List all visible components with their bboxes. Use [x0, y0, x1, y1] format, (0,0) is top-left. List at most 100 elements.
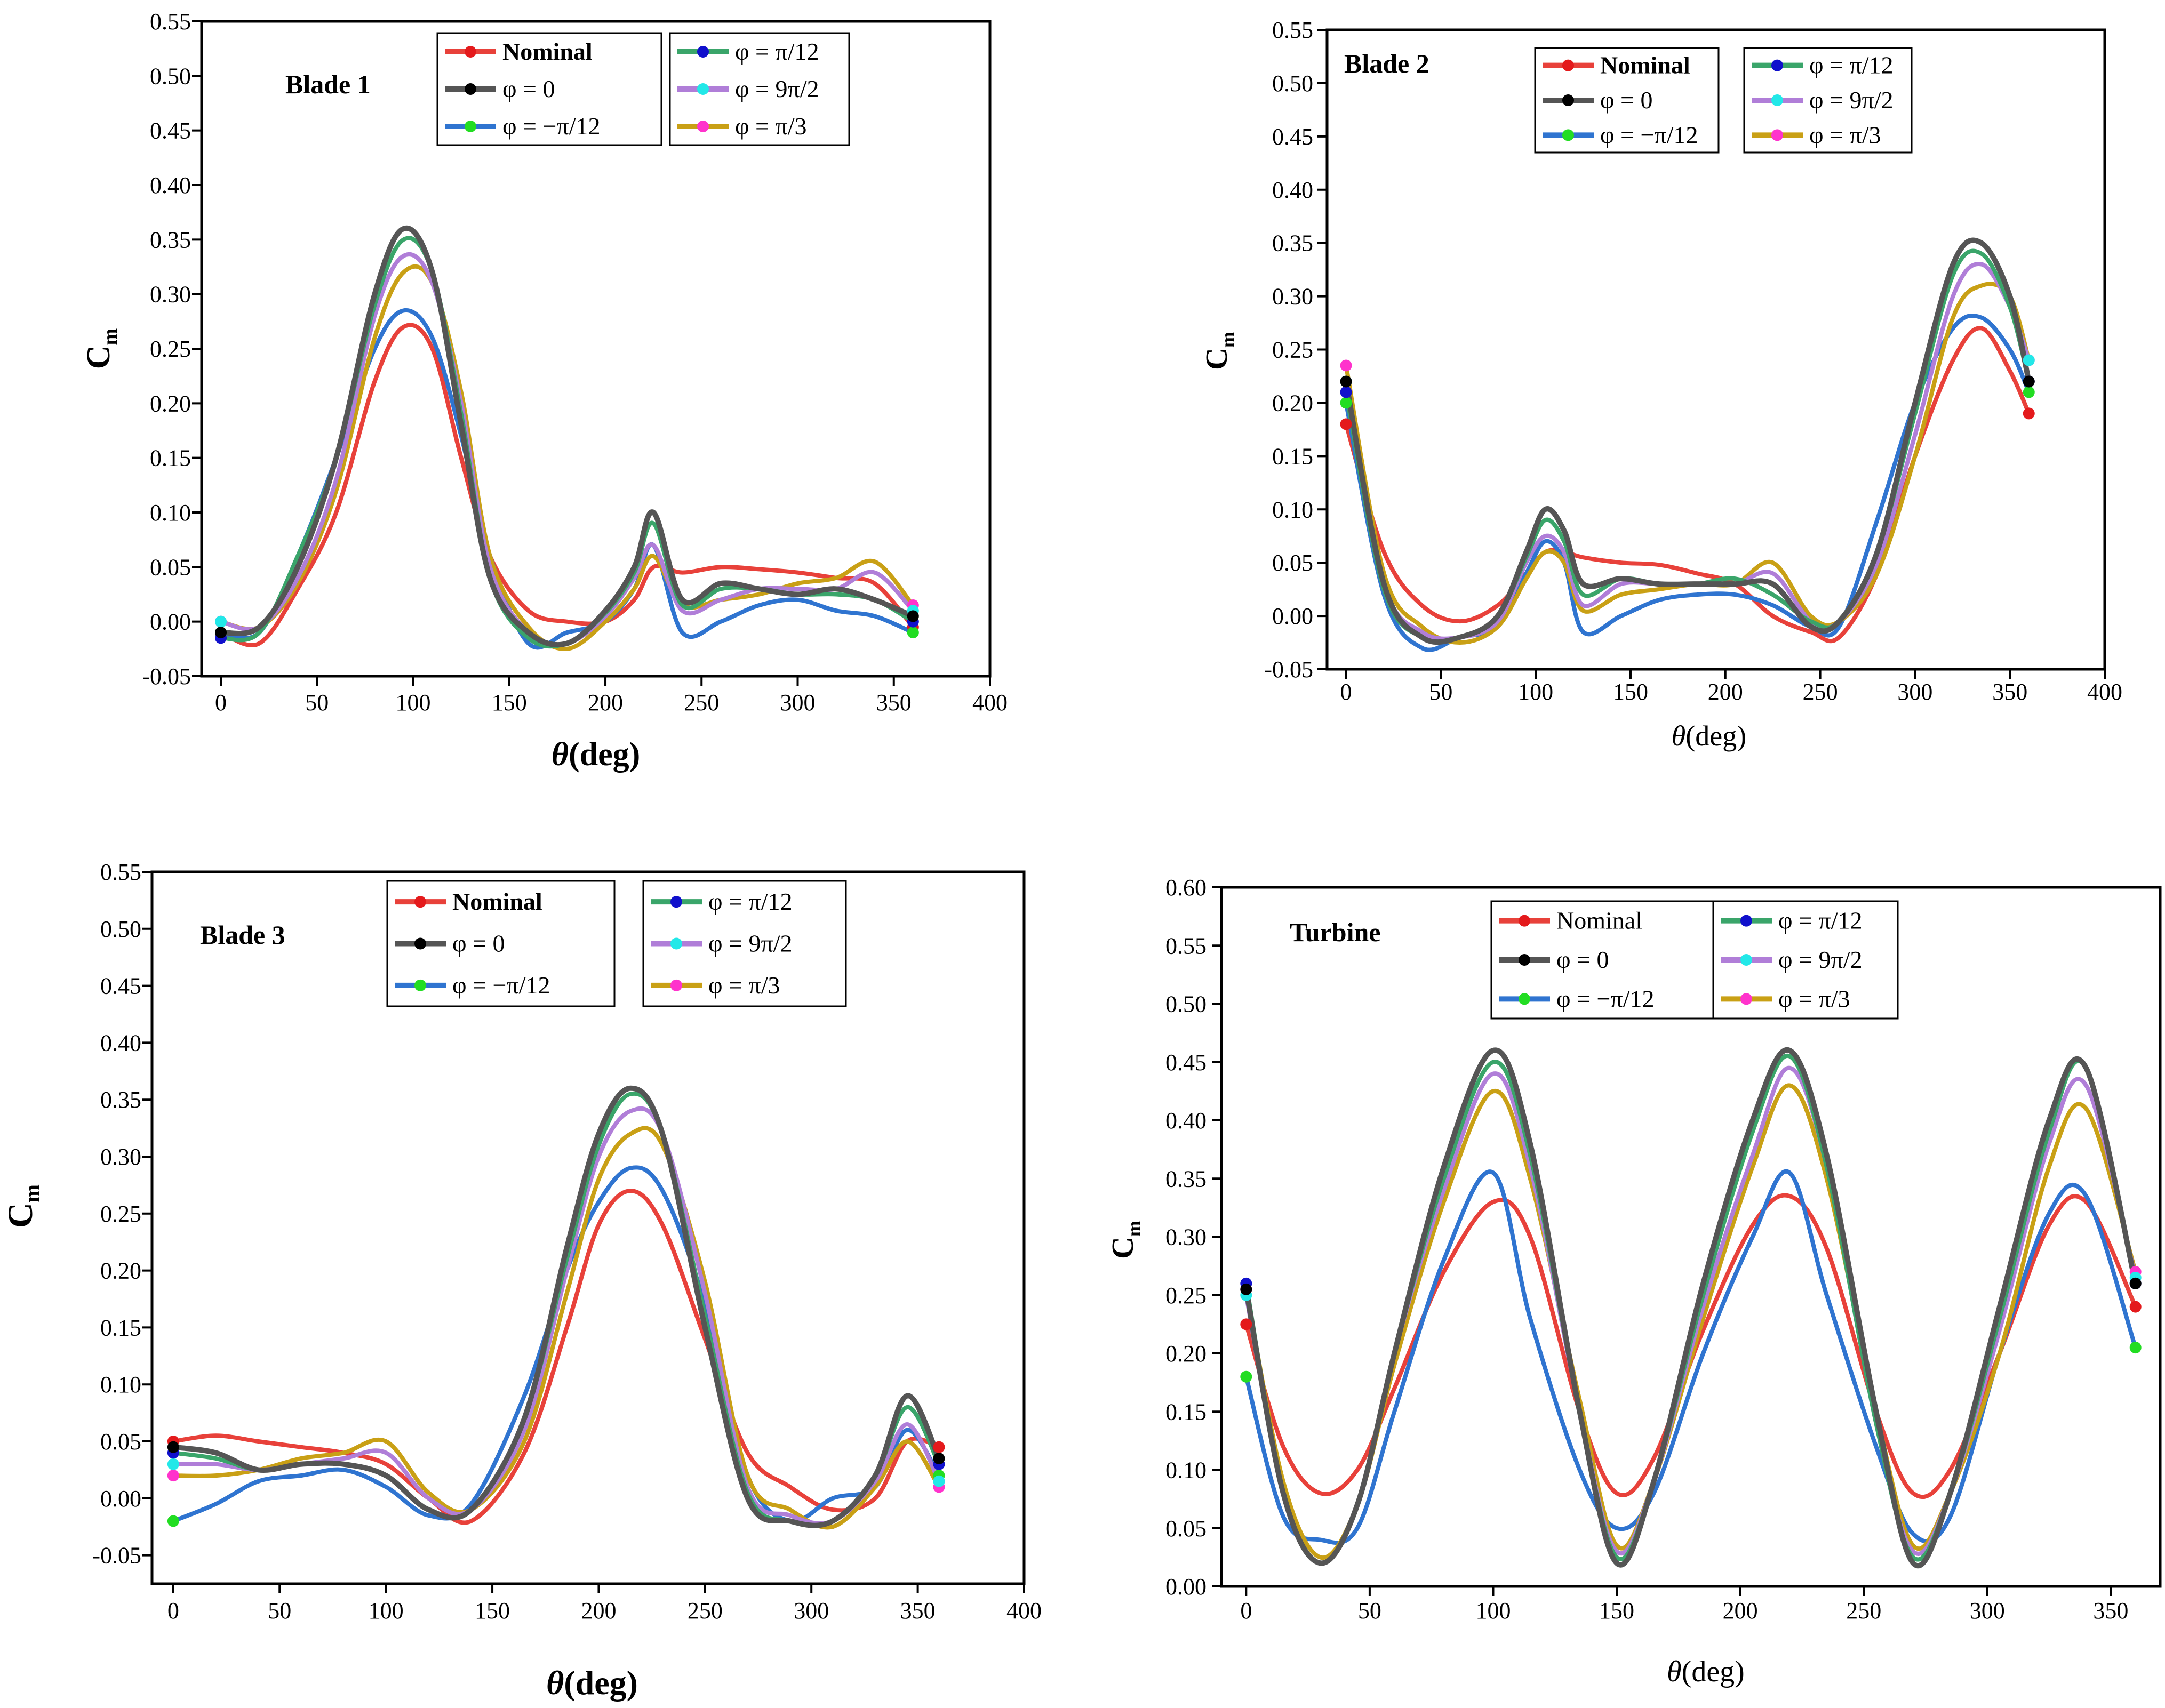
legend-label-phip: φ = π/12 [735, 38, 819, 65]
x-tick-label: 100 [1475, 1598, 1511, 1624]
series-marker-phi0 [215, 627, 227, 639]
legend-label-phip: φ = π/12 [1778, 907, 1863, 934]
y-tick-label: 0.15 [150, 445, 191, 471]
legend-marker-phip [697, 46, 709, 58]
y-tick-label: 0.10 [150, 500, 191, 526]
x-tick-label: 100 [369, 1598, 404, 1624]
x-tick-label: 300 [794, 1598, 829, 1624]
x-tick-label: 50 [1429, 679, 1452, 705]
x-axis-title: θ(deg) [1667, 1655, 1745, 1688]
x-tick-label: 200 [588, 689, 623, 716]
x-tick-label: 50 [1358, 1598, 1381, 1624]
y-tick-label: 0.15 [100, 1314, 141, 1341]
x-axis-title: θ(deg) [552, 736, 640, 773]
series-marker-phi9 [2023, 354, 2035, 366]
x-tick-label: 0 [1240, 1598, 1252, 1624]
legend-label-phi0: φ = 0 [452, 930, 505, 957]
y-tick-label: 0.45 [150, 118, 191, 144]
series-marker-phi0 [907, 610, 919, 622]
legend-marker-nominal [465, 46, 476, 58]
chart-panel-2: 0 50 100 150 200 250 300 350 400 -0.05 0.00 0.05 0.1… [1199, 17, 2122, 752]
legend-marker-phim [1562, 129, 1574, 141]
series-line-phi0 [1243, 1047, 2138, 1569]
x-tick-label: 0 [167, 1598, 179, 1624]
legend-marker-phi3 [1771, 129, 1783, 141]
x-tick-label: 150 [492, 689, 527, 716]
legend-label-phi3: φ = π/3 [708, 972, 780, 999]
legend-label-nominal: Nominal [502, 38, 593, 65]
y-tick-label: 0.50 [150, 63, 191, 89]
y-tick-label: 0.50 [1165, 991, 1207, 1017]
x-tick-label: 350 [876, 689, 912, 716]
y-tick-label: 0.25 [1272, 337, 1313, 363]
x-tick-label: 200 [581, 1598, 616, 1624]
x-tick-label: 50 [305, 689, 329, 716]
y-tick-label: 0.30 [150, 282, 191, 308]
legend-label-phim: φ = −π/12 [1556, 985, 1654, 1012]
x-tick-label: 400 [972, 689, 1008, 716]
plot-frame [150, 870, 1026, 1585]
x-tick-label: 150 [1599, 1598, 1634, 1624]
y-tick-label: 0.00 [100, 1486, 141, 1512]
y-tick-label: -0.05 [1264, 656, 1313, 683]
series-marker-phim [167, 1515, 179, 1527]
series-line-nominal [1344, 326, 2031, 644]
y-tick-label: 0.35 [100, 1087, 141, 1113]
series-marker-phi9 [215, 615, 227, 628]
legend-marker-phi3 [697, 121, 709, 132]
y-tick-label: -0.05 [92, 1543, 141, 1569]
series-marker-phi9 [933, 1475, 945, 1487]
legend-label-phi0: φ = 0 [1600, 86, 1653, 114]
y-tick-label: 0.10 [1272, 496, 1313, 523]
legend-marker-nominal [414, 896, 426, 908]
legend-marker-phi0 [1562, 94, 1574, 106]
y-tick-label: 0.05 [100, 1429, 141, 1455]
y-tick-label: 0.55 [1165, 933, 1207, 959]
y-tick-label: 0.45 [100, 973, 141, 999]
y-tick-label: 0.40 [1165, 1108, 1207, 1134]
legend-marker-phi0 [465, 83, 476, 95]
y-tick-label: 0.40 [1272, 177, 1313, 203]
legend-marker-phim [465, 121, 476, 132]
y-tick-label: 0.05 [1272, 550, 1313, 576]
x-tick-label: 150 [475, 1598, 510, 1624]
legend-marker-phi9 [697, 83, 709, 95]
series-marker-phi3 [167, 1470, 179, 1482]
panel-title: Blade 2 [1344, 49, 1429, 78]
legend-label-phi9: φ = 9π/2 [708, 930, 793, 957]
legend-marker-nominal [1519, 915, 1530, 927]
series-marker-nominal [2023, 407, 2035, 420]
x-tick-label: 0 [215, 689, 227, 716]
series-marker-phim [2129, 1342, 2142, 1354]
x-tick-label: 350 [1992, 679, 2027, 705]
series-marker-phim [1240, 1370, 1252, 1383]
legend-label-nominal: Nominal [1556, 907, 1642, 934]
series-line-phip [1244, 1053, 2138, 1566]
legend-label-phip: φ = π/12 [708, 888, 793, 915]
series-line-phi0 [1343, 237, 2032, 645]
series-marker-phim [907, 627, 919, 639]
y-axis-title: Cm [1199, 332, 1239, 370]
series-line-nominal [219, 323, 915, 648]
y-tick-label: 0.35 [150, 227, 191, 253]
legend-marker-phi3 [1740, 993, 1752, 1005]
y-tick-label: 0.10 [1165, 1457, 1207, 1484]
y-axis-title: Cm [1105, 1221, 1145, 1259]
y-tick-label: 0.15 [1272, 443, 1313, 469]
y-tick-label: -0.05 [142, 663, 191, 689]
legend-label-phim: φ = −π/12 [502, 113, 600, 140]
x-tick-label: 300 [780, 689, 816, 716]
legend-marker-phi9 [670, 937, 682, 950]
series-group [1343, 237, 2032, 652]
series-line-phip [219, 236, 915, 649]
y-tick-label: 0.35 [1272, 230, 1313, 256]
series-marker-nominal [933, 1441, 945, 1453]
series-line-phi3 [1344, 282, 2031, 645]
chart-panel-4: 0 50 100 150 200 250 300 350 0.00 0.05 0.10 0.15 0.2… [1105, 875, 2162, 1688]
y-tick-label: 0.00 [1165, 1574, 1207, 1600]
legend-marker-phi0 [414, 937, 426, 950]
y-tick-label: 0.60 [1165, 875, 1207, 901]
legend-marker-phip [1740, 915, 1752, 927]
legend-marker-phi3 [670, 979, 682, 991]
series-line-phim [219, 308, 915, 650]
